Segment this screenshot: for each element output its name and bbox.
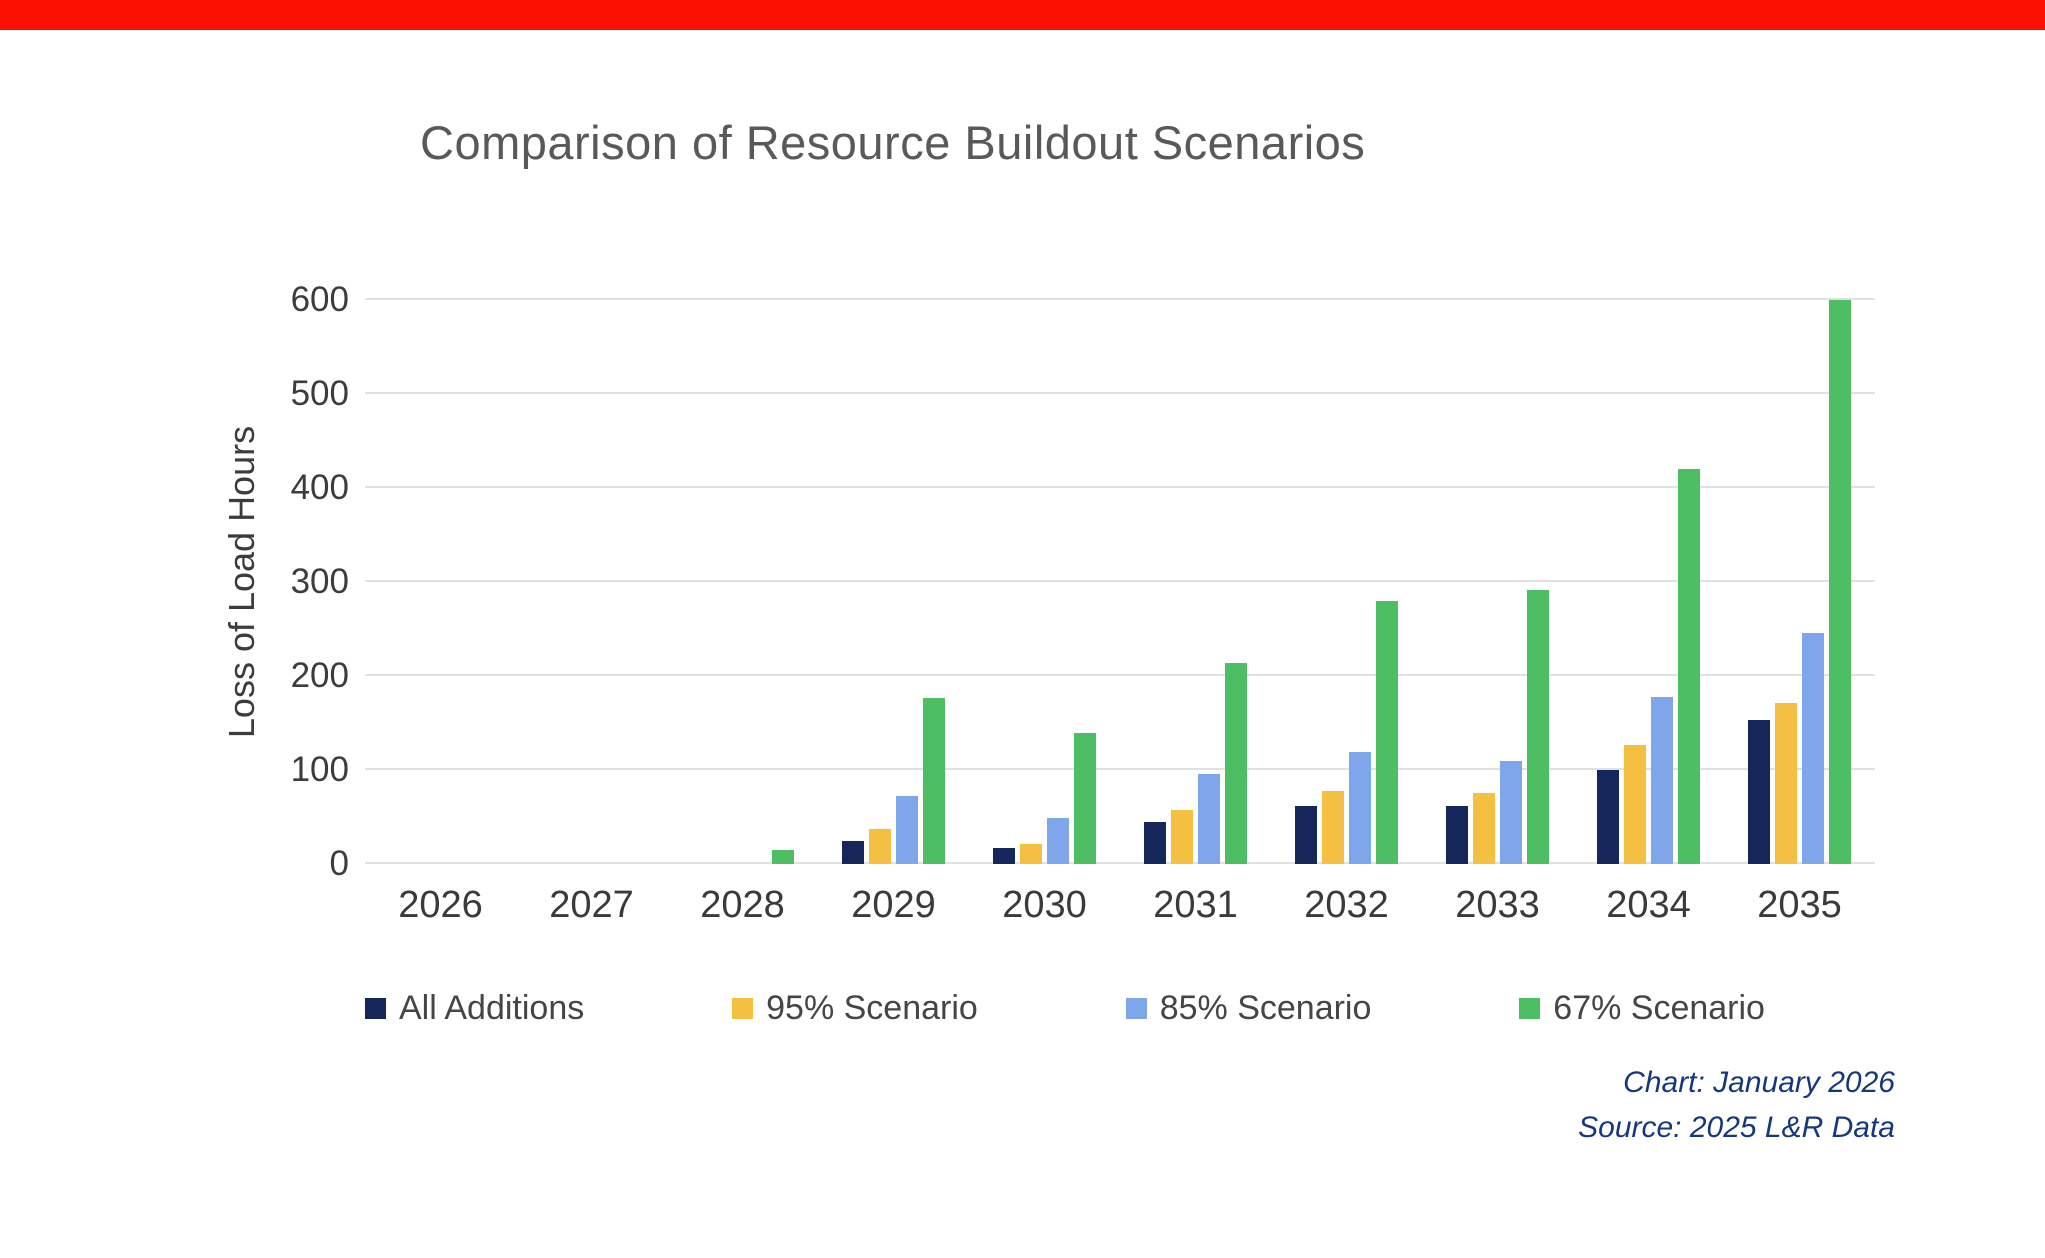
chart-container: Comparison of Resource Buildout Scenario…: [0, 115, 2045, 1150]
bar-95-scenario-2030: [1020, 844, 1042, 864]
bar-95-scenario-2034: [1624, 744, 1646, 864]
bar-group-2027: [516, 300, 667, 864]
bar-85-scenario-2030: [1047, 817, 1069, 864]
legend-item-85-scenario: 85% Scenario: [1125, 989, 1372, 1028]
y-tick-label-300: 300: [290, 562, 349, 601]
bar-group-2029: [818, 300, 969, 864]
legend-swatch-95-scenario: [732, 998, 754, 1019]
bar-67-scenario-2033: [1527, 589, 1549, 864]
chart-notes: Chart: January 2026 Source: 2025 L&R Dat…: [0, 1060, 1895, 1150]
bar-group-2028: [667, 300, 818, 864]
x-tick-label-2032: 2032: [1304, 884, 1389, 926]
bar-group-2030: [969, 300, 1120, 864]
bar-all-additions-2033: [1446, 805, 1468, 864]
x-tick-label-2035: 2035: [1757, 884, 1842, 926]
bar-85-scenario-2035: [1802, 632, 1824, 864]
bar-group-2031: [1120, 300, 1271, 864]
bar-85-scenario-2029: [896, 796, 918, 864]
x-tick-label-2028: 2028: [700, 884, 785, 926]
bar-67-scenario-2031: [1225, 662, 1247, 864]
gridline-600: [365, 298, 1875, 300]
bar-group-2035: [1724, 300, 1875, 864]
plot-area: Loss of Load Hours 0 100 200 300 400 500 600: [221, 280, 1875, 883]
legend-label-85-scenario: 85% Scenario: [1159, 989, 1372, 1027]
bar-85-scenario-2033: [1500, 760, 1522, 864]
x-tick-label-2027: 2027: [549, 884, 634, 926]
bar-95-scenario-2031: [1171, 810, 1193, 864]
y-tick-label-0: 0: [329, 844, 349, 883]
bar-all-additions-2031: [1144, 821, 1166, 864]
x-tick-label-2031: 2031: [1153, 884, 1238, 926]
x-tick-label-2026: 2026: [398, 884, 483, 926]
bar-67-scenario-2035: [1829, 300, 1851, 864]
y-tick-label-600: 600: [290, 280, 349, 319]
bar-all-additions-2032: [1295, 805, 1317, 864]
legend-swatch-67-scenario: [1519, 998, 1541, 1019]
bar-all-additions-2030: [993, 848, 1015, 864]
bar-all-additions-2029: [842, 840, 864, 864]
gridline-0: [365, 862, 1875, 864]
bar-group-2033: [1422, 300, 1573, 864]
bar-groups: [365, 300, 1875, 864]
x-tick-label-2030: 2030: [1002, 884, 1087, 926]
gridline-500: [365, 392, 1875, 394]
y-tick-label-100: 100: [290, 750, 349, 789]
bar-67-scenario-2028: [772, 849, 794, 864]
bar-95-scenario-2032: [1322, 790, 1344, 864]
bar-95-scenario-2029: [869, 829, 891, 864]
chart-title: Comparison of Resource Buildout Scenario…: [420, 116, 1366, 169]
y-tick-label-500: 500: [290, 374, 349, 413]
chart-note: Chart: January 2026: [1623, 1066, 1895, 1099]
y-axis-title: Loss of Load Hours: [221, 425, 262, 739]
legend-item-67-scenario: 67% Scenario: [1519, 989, 1765, 1028]
bar-85-scenario-2031: [1198, 773, 1220, 864]
bar-85-scenario-2032: [1349, 752, 1371, 864]
x-tick-label-2029: 2029: [851, 884, 936, 926]
source-note: Source: 2025 L&R Data: [1578, 1111, 1895, 1144]
top-banner: [0, 0, 2045, 30]
gridline-200: [365, 674, 1875, 676]
bar-85-scenario-2034: [1651, 696, 1673, 864]
bar-67-scenario-2030: [1074, 733, 1096, 864]
legend-item-95-scenario: 95% Scenario: [732, 989, 978, 1028]
gridline-100: [365, 768, 1875, 770]
legend: All Additions 95% Scenario 85% Scenario 67%…: [365, 989, 1765, 1028]
bar-group-2034: [1573, 300, 1724, 864]
bar-67-scenario-2029: [923, 697, 945, 864]
gridline-400: [365, 486, 1875, 488]
bar-67-scenario-2032: [1376, 600, 1398, 864]
y-tick-label-400: 400: [290, 468, 349, 507]
bar-95-scenario-2035: [1775, 703, 1797, 864]
bar-all-additions-2034: [1597, 770, 1619, 864]
legend-swatch-85-scenario: [1125, 998, 1147, 1019]
x-tick-label-2034: 2034: [1606, 884, 1691, 926]
bar-all-additions-2035: [1748, 720, 1770, 864]
bar-group-2026: [365, 300, 516, 864]
legend-label-67-scenario: 67% Scenario: [1553, 989, 1765, 1027]
bar-67-scenario-2034: [1678, 469, 1700, 864]
bar-95-scenario-2033: [1473, 792, 1495, 864]
bar-group-2032: [1271, 300, 1422, 864]
legend-label-all-additions: All Additions: [399, 989, 585, 1027]
y-tick-label-200: 200: [290, 656, 349, 695]
legend-label-95-scenario: 95% Scenario: [766, 989, 978, 1027]
gridline-300: [365, 580, 1875, 582]
x-axis-labels: 2026 2027 2028 2029 2030 2031 2032 2033 2034 2035: [365, 884, 1875, 927]
legend-item-all-additions: All Additions: [365, 989, 584, 1028]
x-tick-label-2033: 2033: [1455, 884, 1540, 926]
legend-swatch-all-additions: [365, 998, 386, 1019]
